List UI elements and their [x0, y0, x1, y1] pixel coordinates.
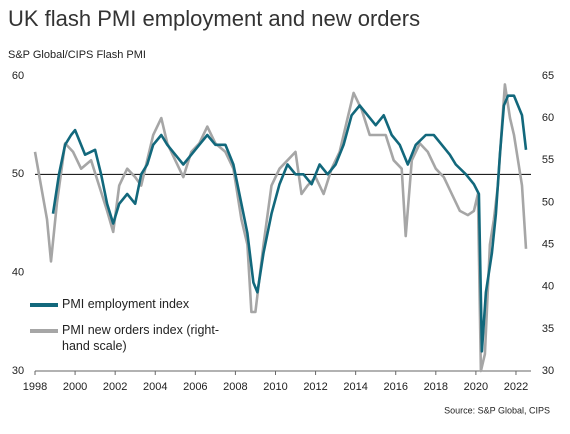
legend-swatch: [30, 303, 58, 307]
y2-tick-label: 55: [542, 154, 554, 166]
y2-tick-label: 45: [542, 238, 554, 250]
x-tick-label: 2018: [424, 381, 448, 393]
series-line: [51, 94, 528, 353]
source: Source: S&P Global, CIPS: [444, 405, 550, 415]
y2-tick-label: 30: [542, 365, 554, 377]
legend-item: PMI employment index: [30, 296, 222, 312]
y2-tick-label: 60: [542, 112, 554, 124]
y2-tick-label: 65: [542, 70, 554, 82]
x-tick-label: 2008: [223, 381, 247, 393]
series-line: [33, 83, 528, 373]
legend: PMI employment index PMI new orders index…: [30, 296, 222, 364]
y2-tick-label: 40: [542, 281, 554, 293]
x-tick-label: 2022: [504, 381, 528, 393]
y-tick-label: 60: [12, 70, 24, 82]
y2-tick-label: 50: [542, 196, 554, 208]
x-tick-label: 2014: [343, 381, 367, 393]
x-tick-label: 1998: [23, 381, 47, 393]
subtitle: S&P Global/CIPS Flash PMI: [8, 49, 146, 61]
legend-label: PMI employment index: [62, 297, 190, 311]
x-tick-label: 2012: [303, 381, 327, 393]
y-tick-label: 30: [12, 365, 24, 377]
y-tick-label: 40: [12, 267, 24, 279]
y-tick-label: 50: [12, 168, 24, 180]
chart-title: UK flash PMI employment and new orders: [8, 6, 420, 31]
x-tick-label: 2016: [383, 381, 407, 393]
x-tick-label: 2004: [143, 381, 167, 393]
x-tick-label: 2000: [63, 381, 87, 393]
legend-swatch: [30, 329, 58, 333]
x-tick-label: 2020: [464, 381, 488, 393]
x-tick-label: 2002: [103, 381, 127, 393]
x-tick-label: 2006: [183, 381, 207, 393]
legend-label: PMI new orders index (right-hand scale): [62, 323, 220, 353]
x-tick-label: 2010: [263, 381, 287, 393]
legend-item: PMI new orders index (right-hand scale): [30, 322, 222, 354]
y2-tick-label: 35: [542, 323, 554, 335]
